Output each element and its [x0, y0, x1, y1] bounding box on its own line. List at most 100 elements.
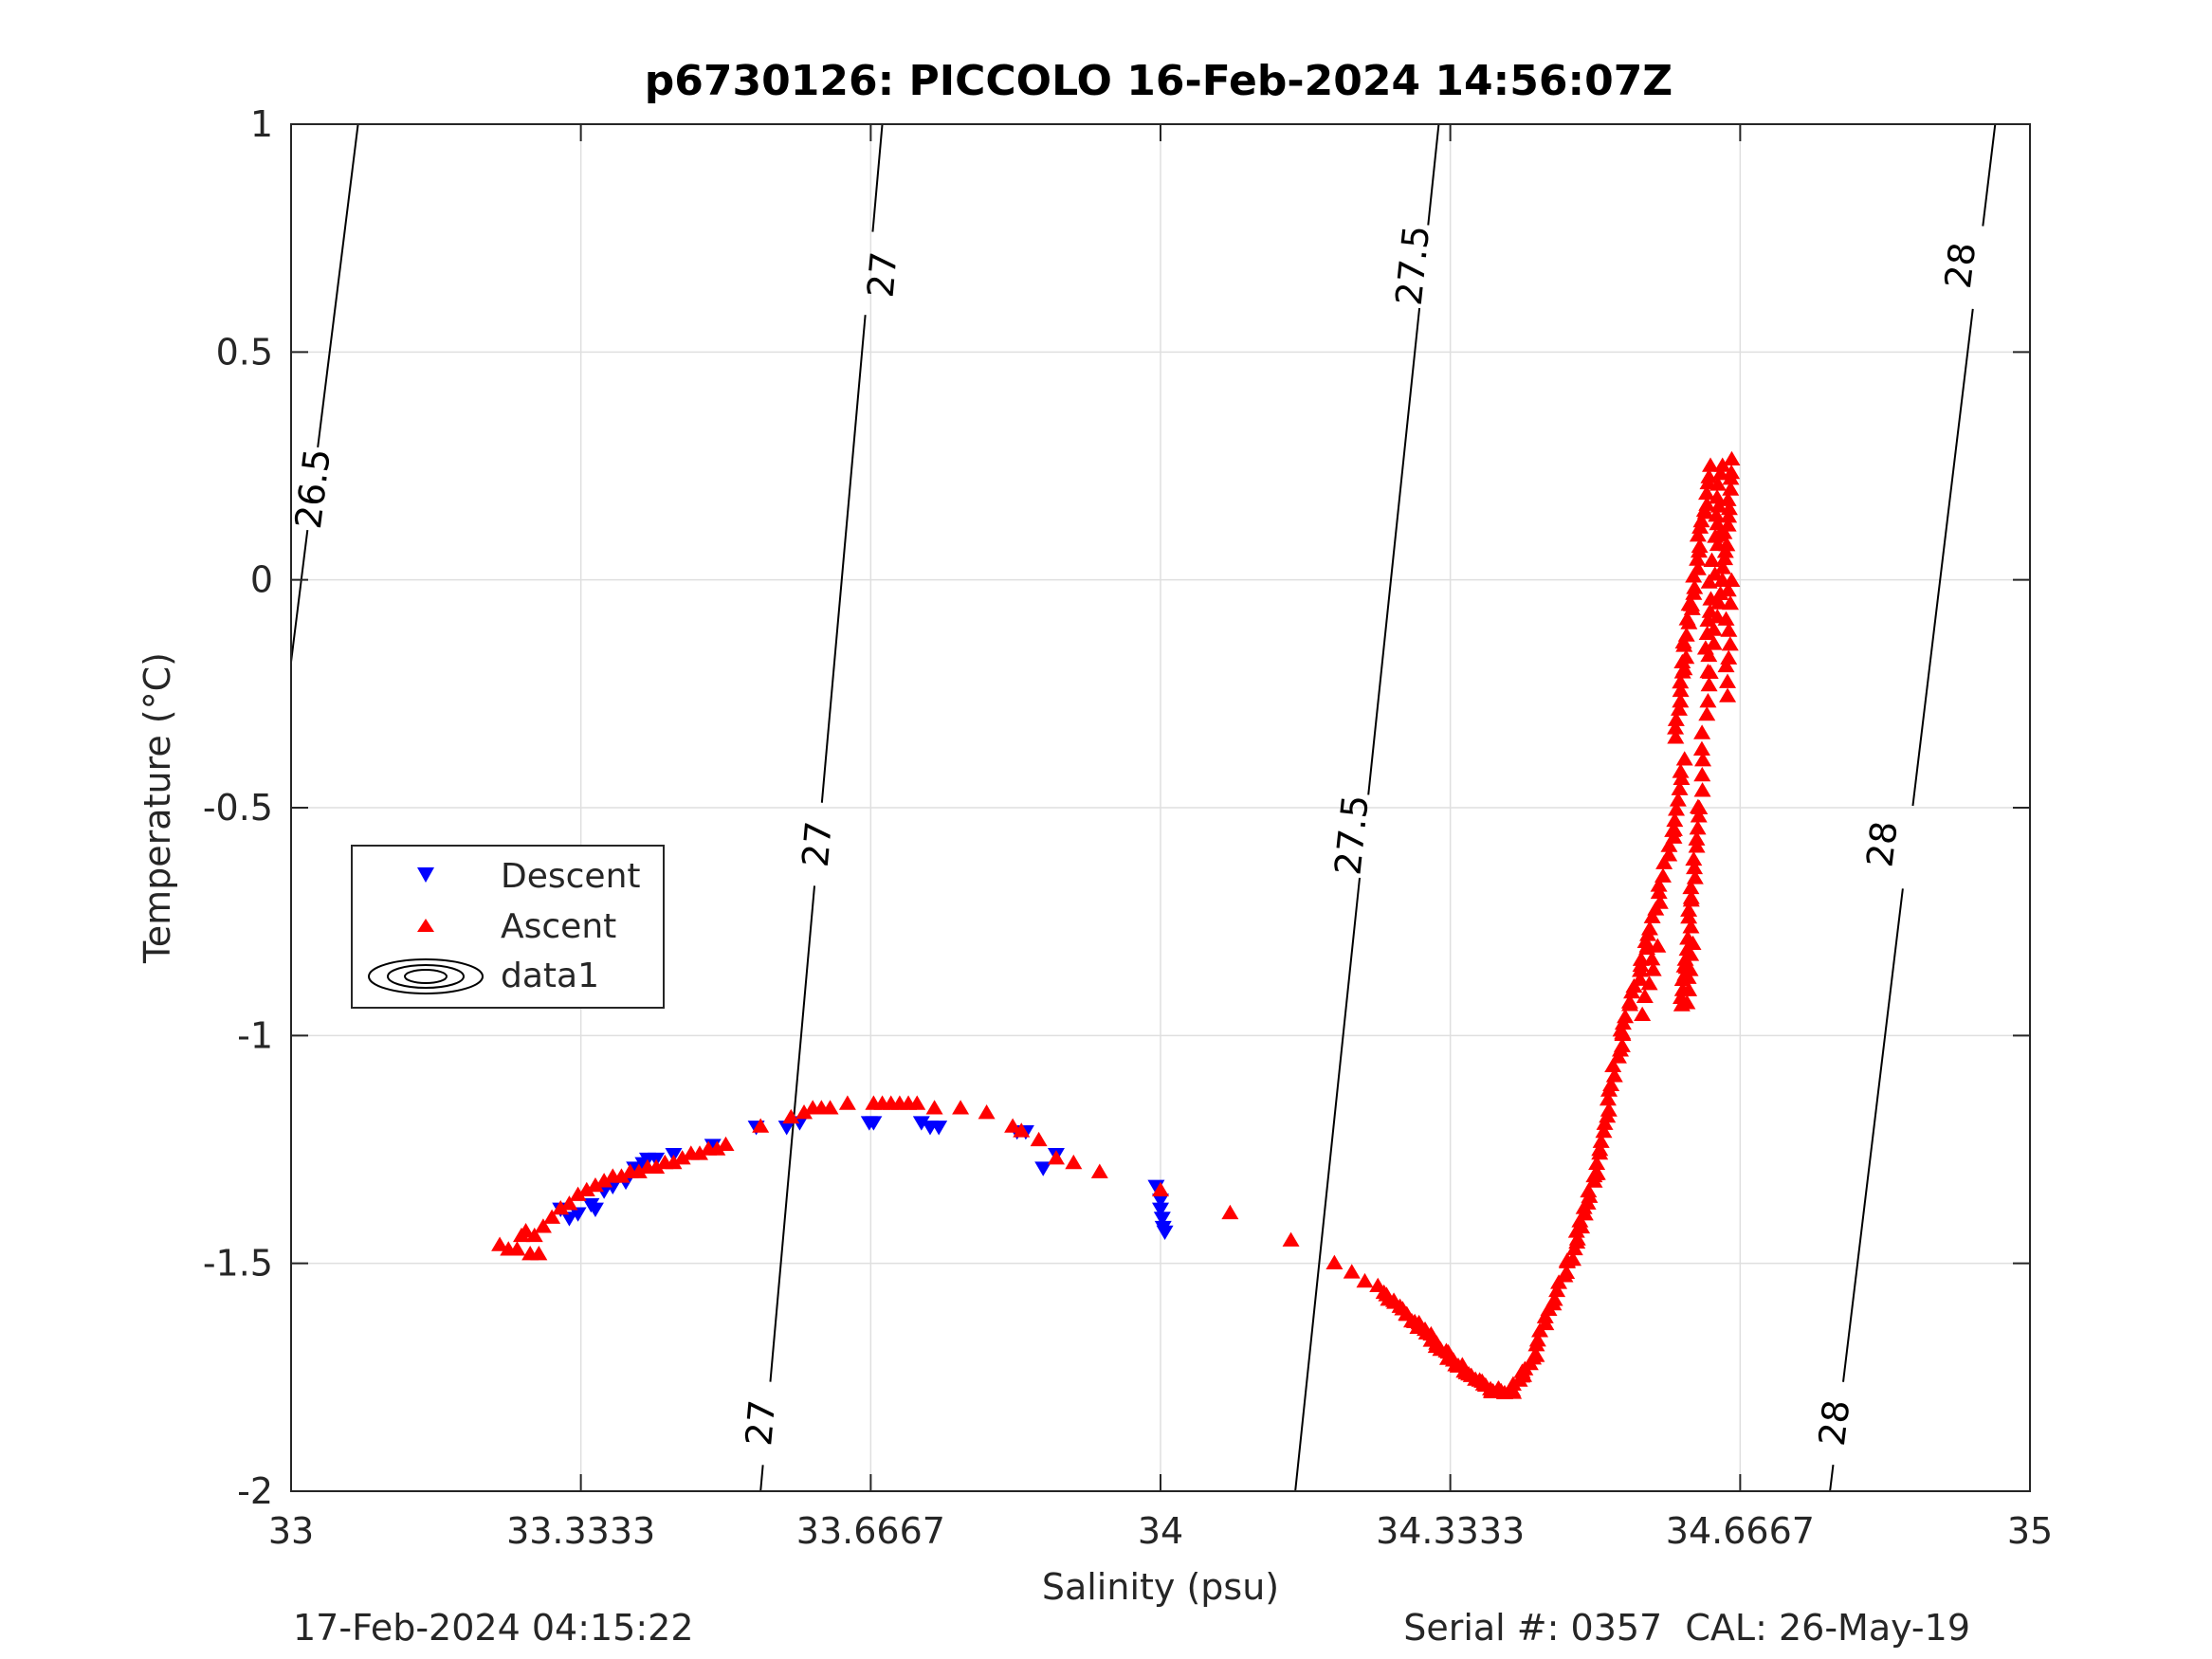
ascent-point [978, 1104, 996, 1120]
ascent-point [1643, 908, 1661, 923]
ascent-point [1667, 729, 1685, 744]
ascent-point [552, 1199, 570, 1215]
ascent-point [1677, 627, 1695, 642]
ascent-point [1613, 1037, 1631, 1052]
ascent-point [1600, 1102, 1618, 1117]
ascent-point [1672, 682, 1690, 698]
ascent-point [1655, 854, 1673, 869]
ascent-point [1682, 892, 1700, 907]
ascent-point [1686, 579, 1704, 594]
x-tick-label: 34 [1138, 1510, 1183, 1552]
descent-point [1153, 1212, 1171, 1227]
ascent-point [1671, 780, 1689, 795]
y-tick-label: -1.5 [203, 1243, 273, 1285]
ascent-point [1711, 585, 1729, 600]
ascent-point [1649, 938, 1667, 953]
ascent-point [1669, 792, 1687, 807]
ascent-point [665, 1154, 683, 1170]
ascent-point [1689, 820, 1707, 835]
ascent-point [1700, 574, 1718, 589]
ascent-point [586, 1176, 604, 1193]
ascent-point [673, 1150, 691, 1165]
ascent-point [530, 1246, 548, 1261]
ascent-point [1705, 635, 1723, 650]
ascent-point [1698, 484, 1716, 501]
ascent-point [1719, 517, 1737, 532]
ascent-point [1065, 1154, 1083, 1170]
ascent-point [1689, 527, 1707, 542]
ascent-point [1668, 801, 1686, 816]
ascent-point [1667, 711, 1685, 726]
ascent-point [517, 1223, 535, 1238]
ascent-point [752, 1118, 770, 1133]
ascent-point [1221, 1204, 1239, 1220]
descent-point [912, 1116, 930, 1131]
legend-box [351, 845, 665, 1009]
plot-area: 26.5 27 27 27 27.5 27.5 28 28 28 [287, 123, 2031, 1492]
ascent-point [1720, 500, 1738, 516]
density-contours: 26.5 27 27 27 27.5 27.5 28 28 28 [287, 123, 1997, 1492]
ascent-point [1689, 560, 1707, 575]
ascent-point [1692, 740, 1710, 756]
ascent-point [1631, 971, 1649, 986]
descent-point [1034, 1161, 1052, 1176]
descent-point [1156, 1225, 1174, 1241]
ascent-point [534, 1218, 552, 1233]
y-tick-label: 1 [250, 103, 273, 145]
grid-lines [291, 124, 2030, 1491]
footer-timestamp: 17-Feb-2024 04:15:22 [293, 1607, 694, 1649]
x-axis-label: Salinity (psu) [1042, 1566, 1279, 1608]
ascent-point [1654, 867, 1672, 883]
y-tick-label: -1 [237, 1014, 273, 1056]
isopycnal-line [820, 315, 867, 803]
ascent-point [925, 1100, 943, 1115]
isopycnal-label: 27 [795, 819, 840, 868]
ascent-point [1660, 847, 1678, 862]
ascent-point [577, 1181, 595, 1197]
descent-point [777, 1121, 795, 1136]
ascent-point [1680, 981, 1698, 996]
ascent-series [491, 450, 1741, 1399]
isopycnal-line [1911, 308, 1974, 807]
isopycnal-label: 27.5 [1388, 224, 1438, 308]
ascent-point [1685, 568, 1703, 583]
ascent-point [1651, 894, 1669, 909]
ascent-point [1580, 1182, 1598, 1198]
legend-ascent-label: Ascent [501, 907, 616, 946]
ascent-point [1617, 1008, 1635, 1024]
ascent-point [1689, 551, 1707, 566]
ascent-point [1282, 1231, 1300, 1247]
y-tick-labels: -2 -1.5 -1 -0.5 0 0.5 1 [203, 103, 273, 1512]
ascent-point [1691, 799, 1709, 814]
ascent-point [1152, 1181, 1169, 1197]
ascent-point [1660, 837, 1678, 852]
ascent-point [1691, 538, 1709, 554]
isopycnal-label: 27.5 [1326, 793, 1377, 877]
ascent-point [838, 1095, 856, 1110]
ascent-point [1592, 1133, 1610, 1148]
ascent-point [1325, 1254, 1344, 1269]
isopycnal-label: 28 [1937, 240, 1983, 290]
ascent-point [1715, 524, 1733, 539]
isopycnal-line [1842, 888, 1904, 1382]
ascent-point [1672, 763, 1690, 778]
isopycnal-line [1982, 123, 1997, 227]
ascent-point [1719, 491, 1737, 506]
descent-point [560, 1212, 578, 1227]
x-tick-label: 33 [268, 1510, 314, 1552]
ascent-point [1620, 994, 1638, 1009]
ascent-point [1677, 648, 1695, 665]
ascent-point [1558, 1264, 1576, 1280]
ascent-point [648, 1158, 666, 1175]
ascent-point [795, 1104, 814, 1120]
ascent-point [1605, 1067, 1623, 1083]
ascent-point [1343, 1264, 1361, 1279]
ascent-point [1686, 859, 1704, 875]
ascent-point [1700, 647, 1718, 663]
ascent-point [821, 1100, 839, 1115]
ascent-point [1700, 676, 1718, 692]
ascent-point [1709, 498, 1728, 513]
ascent-point [1714, 559, 1732, 574]
ascent-point [1694, 752, 1712, 767]
ascent-point [1591, 1140, 1609, 1157]
